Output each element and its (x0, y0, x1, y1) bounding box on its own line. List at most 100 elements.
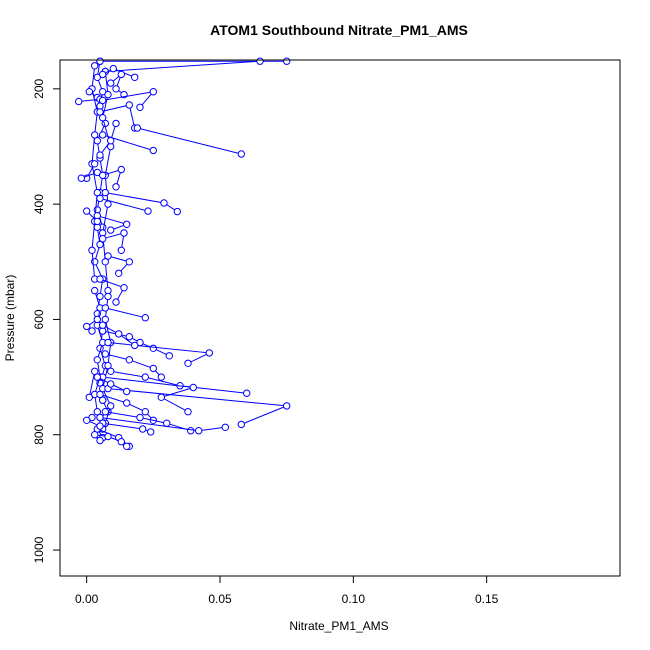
data-point (99, 96, 107, 105)
data-point (117, 438, 126, 446)
data-point (125, 356, 134, 364)
data-point (112, 85, 120, 93)
data-point (93, 315, 102, 324)
series-line (110, 370, 247, 394)
data-point (83, 322, 91, 331)
plot-data (75, 57, 291, 450)
data-point (141, 373, 150, 381)
data-point (149, 344, 158, 352)
data-point (85, 88, 94, 96)
data-point (184, 408, 192, 416)
data-point (184, 359, 192, 367)
data-point (91, 431, 99, 439)
data-point (99, 396, 107, 404)
data-point (157, 393, 166, 401)
data-point (125, 333, 134, 341)
data-point (283, 57, 291, 65)
data-point (93, 356, 102, 364)
data-point (91, 131, 99, 139)
data-point (91, 286, 99, 295)
data-point (141, 408, 150, 416)
data-point (237, 150, 246, 158)
data-point (112, 298, 120, 306)
series-line (99, 197, 149, 212)
data-point (237, 420, 246, 429)
series-line (137, 127, 242, 155)
x-tick-label: 0.15 (475, 592, 499, 606)
data-point (88, 327, 96, 335)
axes: 0.00 0.05 0.10 0.15 200 400 600 800 1000 (32, 78, 499, 606)
plot-frame (59, 59, 621, 577)
data-point (125, 101, 134, 109)
data-point (101, 304, 110, 312)
data-point (101, 188, 110, 197)
data-point (120, 229, 128, 237)
y-tick-label: 800 (32, 424, 46, 444)
data-point (117, 70, 126, 79)
data-point (109, 64, 118, 73)
data-point (93, 217, 102, 226)
data-point (221, 423, 230, 431)
data-point (88, 246, 96, 255)
data-point (149, 364, 158, 373)
data-point (96, 436, 104, 445)
data-point (101, 258, 110, 266)
data-point (123, 220, 131, 229)
data-point (96, 275, 104, 283)
data-point (107, 79, 115, 87)
data-point (96, 57, 104, 65)
series-line (110, 72, 125, 96)
data-point (99, 114, 107, 122)
data-point (173, 207, 182, 216)
data-point (96, 422, 104, 430)
data-point (99, 131, 107, 139)
data-point (93, 408, 102, 416)
data-point (96, 108, 104, 116)
data-point (243, 389, 251, 397)
data-point (112, 183, 120, 191)
data-point (157, 373, 166, 381)
data-point (117, 165, 126, 174)
data-point (195, 427, 203, 435)
data-point (123, 399, 131, 407)
data-point (99, 235, 107, 243)
data-point (115, 269, 123, 277)
data-point (125, 258, 134, 266)
data-point (136, 413, 144, 422)
data-point (136, 103, 144, 112)
data-point (96, 390, 104, 399)
data-point (131, 341, 139, 350)
data-point (283, 402, 291, 410)
data-point (115, 330, 123, 338)
data-point (144, 207, 152, 215)
data-point (96, 292, 104, 301)
series-line (102, 376, 194, 413)
data-point (96, 240, 104, 249)
x-tick-label: 0.05 (208, 592, 232, 606)
data-point (189, 383, 198, 392)
data-point (104, 252, 112, 260)
data-point (117, 246, 126, 255)
data-point (101, 350, 110, 358)
data-point (256, 57, 264, 65)
data-point (104, 90, 112, 99)
data-point (112, 119, 120, 128)
y-tick-label: 200 (32, 78, 46, 98)
data-point (187, 427, 195, 435)
series-line (105, 60, 261, 72)
data-point (96, 194, 104, 203)
data-point (83, 416, 91, 424)
data-point (101, 408, 110, 416)
data-point (75, 97, 83, 106)
series-line (88, 371, 96, 398)
data-point (91, 62, 99, 70)
x-tick-label: 0.00 (75, 592, 99, 606)
data-point (205, 349, 214, 357)
x-axis-label: Nitrate_PM1_AMS (289, 619, 388, 633)
data-point (85, 393, 94, 401)
data-point (104, 292, 112, 301)
data-point (104, 338, 112, 347)
data-point (133, 124, 142, 132)
